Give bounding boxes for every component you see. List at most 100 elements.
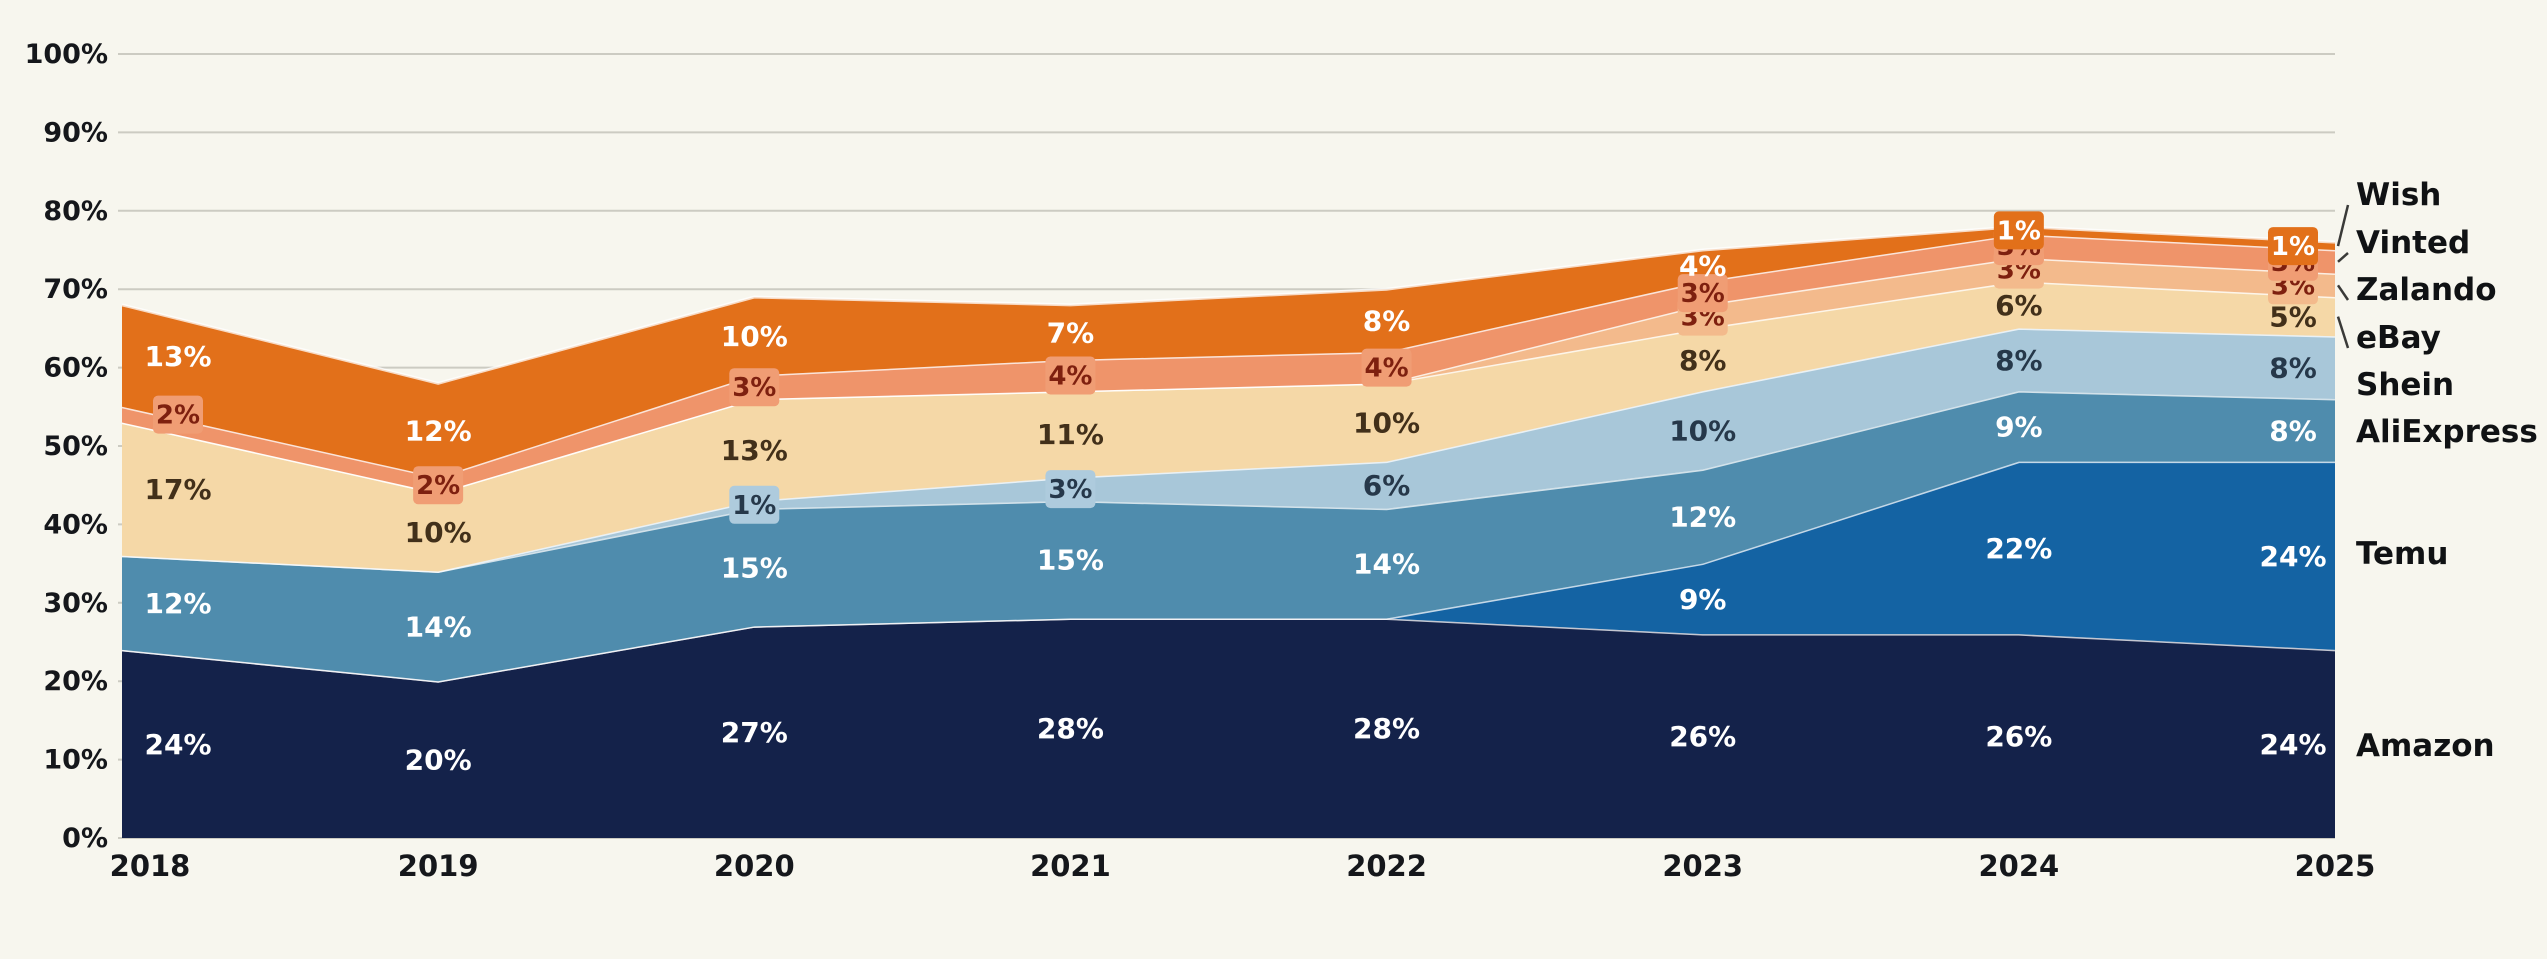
legend-label-vinted: Vinted — [2356, 225, 2470, 261]
band-value-label: 8% — [2269, 414, 2317, 447]
x-axis-label: 2023 — [1662, 849, 1743, 883]
y-axis-tick-label: 10% — [43, 745, 108, 776]
legend-label-amazon: Amazon — [2356, 728, 2495, 764]
band-value-label: 5% — [2269, 301, 2317, 334]
band-value-label: 10% — [1669, 414, 1736, 447]
band-value-label: 3% — [1048, 475, 1092, 505]
band-value-label: 8% — [1679, 344, 1727, 377]
y-axis-tick-label: 90% — [43, 117, 108, 148]
area-band-aliexpress — [122, 391, 2335, 682]
band-value-label: 14% — [1353, 548, 1420, 581]
legend-label-temu: Temu — [2356, 536, 2448, 572]
band-value-chip — [1993, 211, 2044, 250]
legend-leader-line — [2337, 252, 2349, 263]
x-axis-label: 2022 — [1346, 849, 1427, 883]
area-band-amazon — [122, 618, 2335, 838]
band-value-chip — [1045, 356, 1096, 395]
y-axis-tick-label: 60% — [43, 353, 108, 384]
band-value-label: 15% — [1037, 544, 1104, 577]
y-axis-tick-label: 50% — [43, 431, 108, 462]
area-band-shein — [122, 328, 2335, 572]
y-axis-tick-label: 40% — [43, 509, 108, 540]
band-value-label: 22% — [1985, 532, 2052, 565]
band-value-label: 8% — [1363, 305, 1411, 338]
x-axis-label: 2019 — [398, 849, 479, 883]
band-value-label: 8% — [1995, 344, 2043, 377]
legend-label-zalando: Zalando — [2356, 272, 2497, 308]
band-value-label: 1% — [2271, 232, 2315, 262]
band-value-label: 28% — [1353, 712, 1420, 745]
band-value-label: 24% — [2259, 728, 2326, 761]
area-band-zalando — [122, 257, 2335, 494]
legend-label-ebay: eBay — [2356, 320, 2441, 356]
band-value-label: 1% — [1997, 216, 2041, 246]
band-value-label: 2% — [416, 471, 460, 501]
x-axis-label: 2024 — [1978, 849, 2059, 883]
area-band-ebay — [122, 281, 2335, 572]
band-value-label: 12% — [144, 587, 211, 620]
band-value-label: 14% — [405, 610, 472, 643]
legend-leader-line — [2336, 316, 2350, 349]
legend-leader-line — [2336, 284, 2350, 301]
band-value-label: 17% — [144, 473, 211, 506]
band-value-label: 8% — [2269, 352, 2317, 385]
y-axis-tick-label: 30% — [43, 588, 108, 619]
band-value-label: 15% — [721, 552, 788, 585]
band-separator-line — [121, 256, 2336, 495]
y-axis-tick-label: 70% — [43, 274, 108, 305]
band-value-label: 11% — [1037, 418, 1104, 451]
band-value-label: 10% — [405, 516, 472, 549]
band-value-chip — [729, 485, 780, 524]
legend-label-wish: Wish — [2356, 177, 2441, 213]
band-value-label: 26% — [1669, 720, 1736, 753]
band-value-label: 26% — [1985, 720, 2052, 753]
band-value-chip — [413, 466, 464, 505]
band-value-label: 6% — [1995, 289, 2043, 322]
band-value-label: 13% — [721, 434, 788, 467]
x-axis-label: 2021 — [1030, 849, 1111, 883]
y-axis-tick-label: 20% — [43, 666, 108, 697]
band-value-label: 12% — [405, 414, 472, 447]
y-axis-tick-label: 100% — [25, 39, 108, 70]
x-axis-label: 2018 — [110, 849, 191, 883]
band-value-label: 28% — [1037, 712, 1104, 745]
legend-leader-line — [2336, 204, 2350, 247]
band-value-label: 4% — [1364, 354, 1408, 384]
area-band-temu — [122, 461, 2335, 682]
band-value-chip — [1045, 470, 1096, 509]
x-axis-label: 2025 — [2295, 849, 2376, 883]
band-value-chip — [2268, 227, 2318, 266]
band-value-label: 20% — [405, 744, 472, 777]
y-axis-tick-label: 0% — [62, 823, 108, 854]
legend-label-shein: Shein — [2356, 367, 2454, 403]
band-value-label: 1% — [732, 491, 776, 521]
band-value-label: 12% — [1669, 501, 1736, 534]
band-value-label: 9% — [1995, 410, 2043, 443]
band-value-label: 10% — [1353, 406, 1420, 439]
band-value-label: 27% — [721, 716, 788, 749]
band-value-label: 4% — [1048, 361, 1092, 391]
band-value-label: 3% — [1681, 279, 1725, 309]
band-value-chip — [153, 395, 203, 434]
band-value-label: 7% — [1047, 316, 1095, 349]
band-value-label: 9% — [1679, 583, 1727, 616]
band-value-label: 13% — [144, 340, 211, 373]
y-axis-tick-label: 80% — [43, 196, 108, 227]
band-value-label: 3% — [732, 373, 776, 403]
band-value-label: 4% — [1679, 250, 1727, 283]
area-band-wish — [122, 226, 2335, 478]
band-value-chip — [1677, 274, 1728, 313]
band-value-chip — [1361, 348, 1412, 387]
band-value-chip — [729, 368, 780, 407]
band-value-label: 24% — [144, 728, 211, 761]
area-band-vinted — [122, 234, 2335, 494]
x-axis-label: 2020 — [714, 849, 795, 883]
band-value-label: 24% — [2259, 540, 2326, 573]
legend-label-aliexpress: AliExpress — [2356, 414, 2538, 450]
band-value-label: 2% — [156, 401, 200, 431]
band-separator-line — [121, 224, 2336, 385]
band-value-label: 6% — [1363, 469, 1411, 502]
band-value-label: 10% — [721, 320, 788, 353]
